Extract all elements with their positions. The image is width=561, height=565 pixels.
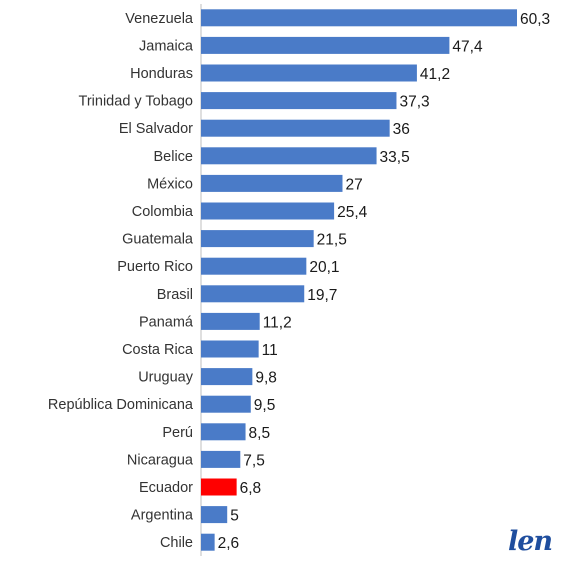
bar [201, 340, 259, 358]
data-label: 36 [393, 121, 410, 138]
category-label: Trinidad y Tobago [79, 94, 193, 110]
data-label: 6,8 [240, 480, 262, 497]
bar [201, 119, 390, 137]
data-label: 20,1 [309, 259, 339, 276]
category-label: Nicaragua [127, 452, 194, 468]
data-label: 9,8 [255, 370, 277, 387]
bar [201, 395, 251, 413]
bar [201, 174, 343, 192]
watermark-logo: len [508, 526, 553, 557]
bar [201, 506, 228, 524]
data-label: 33,5 [380, 149, 410, 166]
data-label: 9,5 [254, 397, 276, 414]
data-label: 11 [262, 342, 278, 359]
category-label: Venezuela [125, 11, 194, 27]
category-label: Costa Rica [122, 342, 194, 358]
category-label: Belice [154, 149, 194, 165]
bar [201, 64, 417, 82]
category-label: Jamaica [139, 38, 194, 54]
data-label: 47,4 [452, 38, 483, 55]
data-label: 37,3 [399, 94, 429, 111]
data-label: 60,3 [520, 11, 550, 28]
data-label: 25,4 [337, 204, 368, 221]
bar [201, 478, 237, 496]
category-label: Colombia [132, 204, 194, 220]
category-label: México [147, 176, 193, 192]
bar [201, 230, 314, 248]
category-label: Panamá [139, 314, 194, 330]
category-label: Honduras [130, 66, 193, 82]
category-label: Brasil [157, 287, 193, 303]
bar [201, 533, 215, 551]
category-label: Uruguay [138, 370, 194, 386]
data-label: 21,5 [317, 232, 347, 249]
data-label: 5 [230, 508, 239, 525]
bar [201, 423, 246, 441]
data-label: 2,6 [218, 535, 240, 552]
bar [201, 9, 517, 27]
data-label: 7,5 [243, 452, 265, 469]
bar [201, 368, 253, 386]
data-label: 27 [345, 176, 362, 193]
bar [201, 450, 241, 468]
data-label: 8,5 [249, 425, 271, 442]
bar [201, 36, 450, 54]
bar [201, 147, 377, 165]
category-label: República Dominicana [48, 397, 194, 413]
category-label: Guatemala [122, 232, 194, 248]
category-label: El Salvador [119, 121, 193, 137]
data-label: 19,7 [307, 287, 337, 304]
category-label: Chile [160, 535, 193, 551]
category-label: Puerto Rico [117, 259, 193, 275]
bar [201, 285, 305, 303]
bar [201, 92, 397, 110]
bar [201, 312, 260, 330]
category-label: Ecuador [139, 480, 193, 496]
category-label: Perú [162, 425, 193, 441]
bar [201, 257, 307, 275]
data-label: 41,2 [420, 66, 450, 83]
data-label: 11,2 [263, 314, 292, 331]
category-label: Argentina [131, 508, 194, 524]
bar [201, 202, 335, 220]
